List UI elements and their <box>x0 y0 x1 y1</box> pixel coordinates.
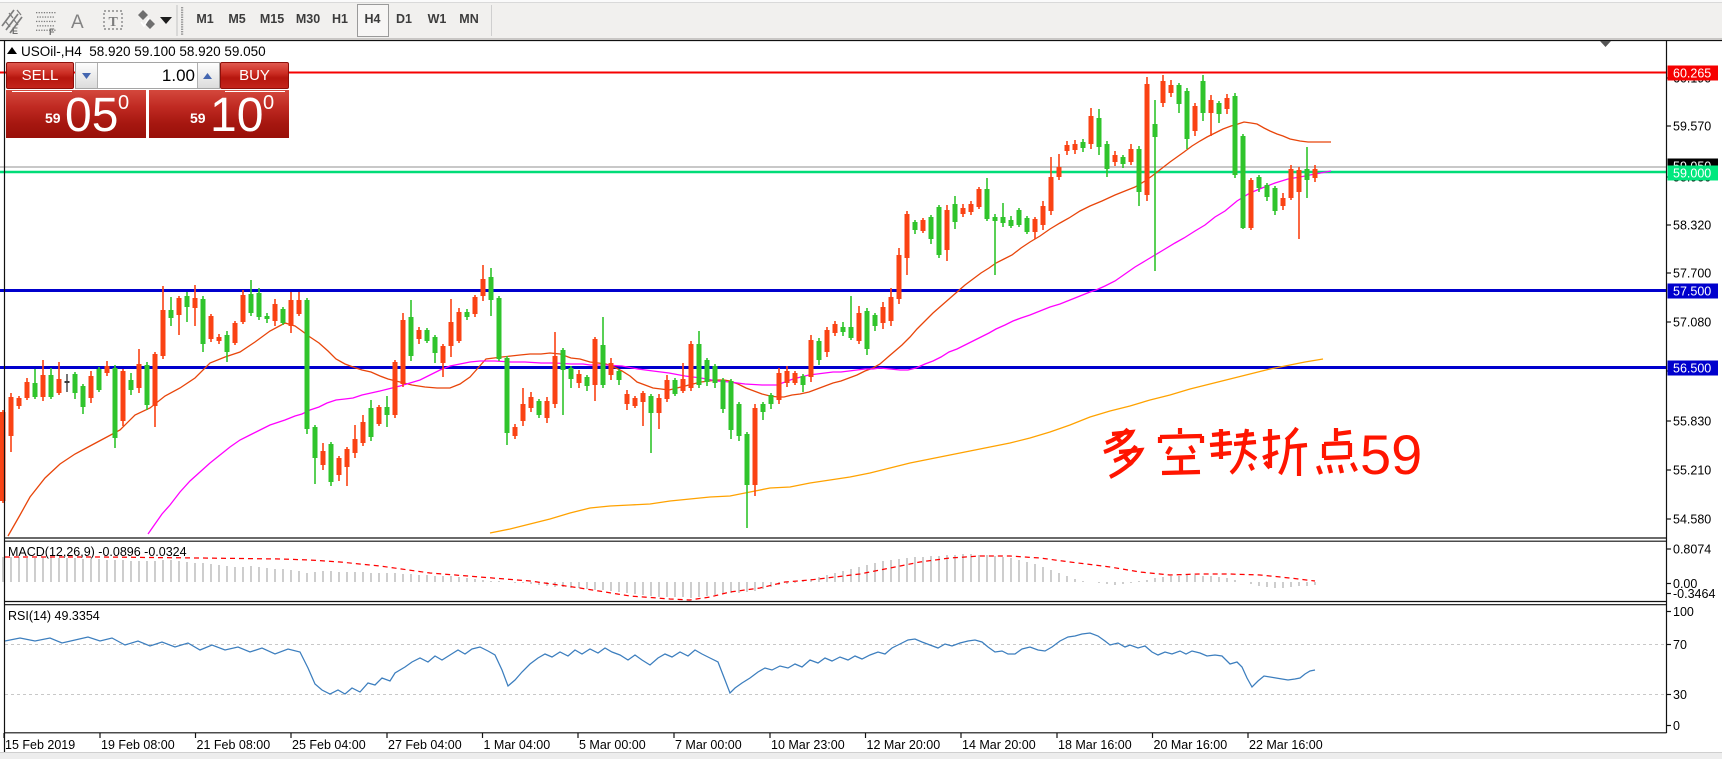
svg-text:T: T <box>109 15 119 30</box>
svg-text:100: 100 <box>1673 605 1694 619</box>
svg-text:MACD(12,26,9) -0.0896 -0.0324: MACD(12,26,9) -0.0896 -0.0324 <box>8 545 187 559</box>
svg-text:57.700: 57.700 <box>1673 266 1711 280</box>
svg-text:0.00: 0.00 <box>1673 577 1697 591</box>
svg-text:58.320: 58.320 <box>1673 218 1711 232</box>
svg-text:19 Feb 08:00: 19 Feb 08:00 <box>101 738 175 752</box>
svg-text:0.8074: 0.8074 <box>1673 542 1711 556</box>
svg-text:7 Mar 00:00: 7 Mar 00:00 <box>675 738 742 752</box>
svg-text:59.570: 59.570 <box>1673 119 1711 133</box>
svg-text:E: E <box>12 26 18 36</box>
svg-text:22 Mar 16:00: 22 Mar 16:00 <box>1249 738 1323 752</box>
svg-text:56.500: 56.500 <box>1673 361 1711 375</box>
svg-text:27 Feb 04:00: 27 Feb 04:00 <box>388 738 462 752</box>
svg-text:10 Mar 23:00: 10 Mar 23:00 <box>771 738 845 752</box>
svg-text:55.210: 55.210 <box>1673 463 1711 477</box>
svg-text:USOil-,H4 58.920 59.100 58.92: USOil-,H4 58.920 59.100 58.920 59.050 <box>21 44 266 59</box>
svg-text:15 Feb 2019: 15 Feb 2019 <box>5 738 75 752</box>
svg-text:20 Mar 16:00: 20 Mar 16:00 <box>1154 738 1228 752</box>
svg-text:30: 30 <box>1673 688 1687 702</box>
svg-text:21 Feb 08:00: 21 Feb 08:00 <box>197 738 271 752</box>
svg-text:F: F <box>49 27 55 37</box>
svg-text:60.265: 60.265 <box>1673 66 1711 80</box>
svg-text:70: 70 <box>1673 638 1687 652</box>
svg-text:0: 0 <box>1673 719 1680 733</box>
svg-text:14 Mar 20:00: 14 Mar 20:00 <box>962 738 1036 752</box>
svg-text:RSI(14) 49.3354: RSI(14) 49.3354 <box>8 609 100 623</box>
svg-text:57.080: 57.080 <box>1673 315 1711 329</box>
svg-text:25 Feb 04:00: 25 Feb 04:00 <box>292 738 366 752</box>
svg-text:5 Mar 00:00: 5 Mar 00:00 <box>579 738 646 752</box>
svg-text:1 Mar 04:00: 1 Mar 04:00 <box>484 738 551 752</box>
svg-text:59.000: 59.000 <box>1673 166 1711 180</box>
svg-text:55.830: 55.830 <box>1673 414 1711 428</box>
svg-text:59: 59 <box>1360 423 1422 486</box>
svg-text:A: A <box>71 12 84 33</box>
svg-text:-0.3464: -0.3464 <box>1673 587 1715 601</box>
svg-text:54.580: 54.580 <box>1673 512 1711 526</box>
svg-text:18 Mar 16:00: 18 Mar 16:00 <box>1058 738 1132 752</box>
svg-text:57.500: 57.500 <box>1673 284 1711 298</box>
svg-text:12 Mar 20:00: 12 Mar 20:00 <box>867 738 941 752</box>
